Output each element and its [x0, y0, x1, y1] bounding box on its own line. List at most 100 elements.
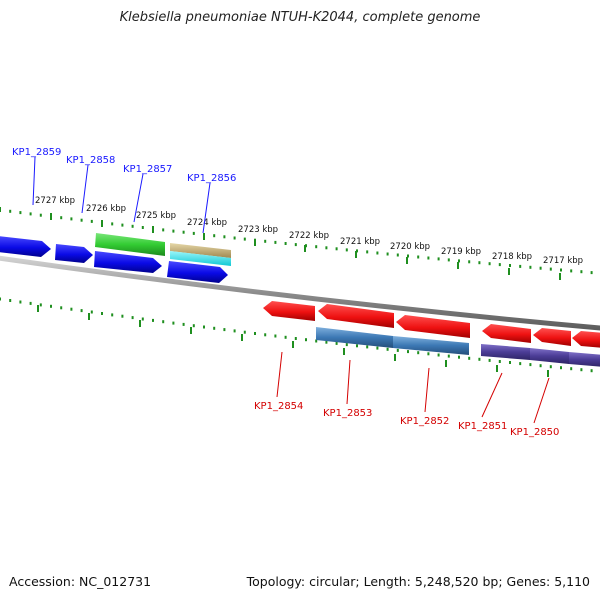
tick-dot	[213, 326, 216, 330]
tick-dot	[39, 303, 42, 307]
tick-dot	[294, 337, 297, 340]
gene-arrow[interactable]	[482, 324, 531, 343]
gene-bar-tan[interactable]	[170, 243, 231, 258]
tick-dot	[407, 350, 409, 354]
gene-label[interactable]: KP1_2857	[123, 164, 172, 175]
tick-dot	[407, 254, 409, 258]
tick-dot	[539, 266, 542, 270]
tick-dot	[70, 307, 73, 311]
gene-label[interactable]: KP1_2856	[187, 173, 236, 184]
tick-dot	[539, 364, 542, 368]
gene-label[interactable]: KP1_2851	[458, 421, 507, 432]
tick-dot	[447, 354, 450, 358]
tick-dot	[243, 330, 246, 334]
tick-dot	[590, 271, 593, 275]
tick-dot	[254, 332, 256, 335]
tick-dot	[90, 310, 93, 314]
scale-label: 2723 kbp	[238, 225, 278, 235]
label-leader-line	[276, 351, 283, 398]
tick-dot	[192, 324, 195, 328]
tick-dot	[345, 343, 348, 347]
scale-label: 2722 kbp	[289, 231, 329, 241]
tick-dot	[70, 217, 73, 221]
tick-dot	[264, 333, 267, 337]
outer-major-ticks	[0, 207, 561, 280]
gene-arrow[interactable]	[167, 261, 228, 283]
tick-dot	[172, 321, 175, 325]
gene-arrow[interactable]	[396, 315, 470, 338]
tick-dot	[366, 345, 369, 349]
gene-bar-purple[interactable]	[481, 344, 530, 360]
tick-dot	[182, 322, 185, 326]
tick-dot	[60, 216, 63, 220]
gene-bar-purple[interactable]	[530, 348, 569, 364]
tick-dot	[264, 239, 267, 243]
gene-label[interactable]: KP1_2859	[12, 147, 61, 158]
tick-dot	[274, 240, 277, 244]
tick-dot	[427, 352, 430, 356]
tick-dot	[111, 313, 114, 317]
gene-arrow[interactable]	[572, 331, 600, 348]
scale-label: 2724 kbp	[187, 218, 227, 228]
tick-dot	[366, 250, 369, 254]
tick-dot	[162, 228, 165, 232]
label-leader-line	[533, 377, 550, 424]
tick-dot	[580, 270, 583, 274]
tick-dot	[0, 297, 1, 301]
gene-label[interactable]: KP1_2850	[510, 427, 559, 438]
gene-arrow[interactable]	[318, 304, 394, 328]
tick-dot	[284, 335, 287, 339]
label-leader-line	[81, 164, 89, 214]
tick-dot	[570, 269, 573, 273]
scale-label: 2726 kbp	[86, 204, 126, 214]
scale-label: 2720 kbp	[390, 242, 430, 252]
tick-dot	[162, 320, 165, 324]
gene-label[interactable]: KP1_2854	[254, 401, 303, 412]
tick-dot	[29, 301, 32, 305]
tick-dot	[478, 261, 481, 265]
gene-bar-steelblue[interactable]	[393, 336, 469, 355]
gene-arrow[interactable]	[533, 328, 571, 346]
gene-bar-steelblue[interactable]	[316, 327, 393, 348]
scale-label: 2717 kbp	[543, 256, 583, 266]
tick-dot	[223, 328, 226, 332]
gene-arrow[interactable]	[263, 301, 315, 321]
tick-dot	[335, 341, 338, 345]
tick-dot	[386, 347, 389, 351]
tick-dot	[478, 357, 481, 361]
forward-gene-labels: KP1_2859 KP1_2858 KP1_2857 KP1_2856	[12, 147, 236, 234]
tick-dot	[80, 309, 83, 313]
gene-bar-cyan[interactable]	[170, 251, 231, 266]
label-leader-line	[202, 182, 211, 234]
tick-dot	[468, 356, 471, 360]
forward-genes	[0, 233, 231, 283]
tick-dot	[325, 246, 328, 250]
tick-dot	[427, 256, 430, 260]
tick-dot	[243, 237, 246, 241]
gene-arrow[interactable]	[55, 244, 93, 263]
gene-bar-purple[interactable]	[569, 352, 600, 367]
gene-bar-green[interactable]	[95, 233, 165, 256]
tick-dot	[529, 265, 532, 269]
tick-dot	[90, 219, 93, 223]
tick-dot	[417, 351, 420, 355]
tick-dot	[213, 234, 216, 238]
tick-dot	[498, 360, 501, 363]
gene-arrow[interactable]	[94, 251, 162, 273]
tick-dot	[29, 212, 32, 216]
gene-label[interactable]: KP1_2853	[323, 408, 372, 419]
gene-label[interactable]: KP1_2858	[66, 155, 115, 166]
tick-dot	[152, 318, 154, 322]
tick-dot	[468, 260, 471, 264]
tick-dot	[376, 346, 379, 350]
tick-dot	[417, 255, 420, 259]
gene-arrow[interactable]	[0, 236, 51, 257]
tick-dot	[519, 362, 522, 366]
gene-label[interactable]: KP1_2852	[400, 416, 449, 427]
tick-dot	[345, 248, 348, 252]
tick-dot	[19, 300, 22, 304]
tick-dot	[223, 235, 226, 239]
genome-summary-text: Topology: circular; Length: 5,248,520 bp…	[246, 574, 590, 589]
tick-dot	[60, 306, 63, 310]
tick-dot	[590, 369, 593, 373]
